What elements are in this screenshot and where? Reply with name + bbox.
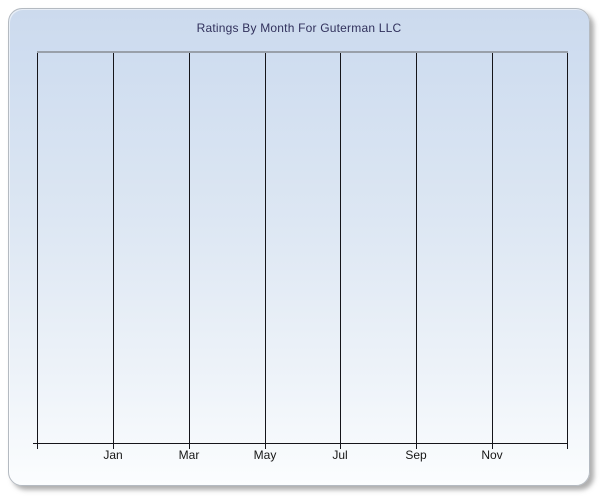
vertical-gridline <box>416 53 417 444</box>
vertical-gridline <box>492 53 493 444</box>
x-axis-label: Nov <box>481 448 503 462</box>
x-axis-label: Jan <box>103 448 123 462</box>
x-axis-tick <box>189 444 190 449</box>
x-axis-label: May <box>253 448 277 462</box>
vertical-gridline <box>340 53 341 444</box>
vertical-gridline <box>189 53 190 444</box>
vertical-gridline <box>37 53 38 444</box>
vertical-gridline <box>265 53 266 444</box>
chart-title: Ratings By Month For Guterman LLC <box>196 21 402 35</box>
x-axis-tick <box>113 444 114 449</box>
x-axis-label: Mar <box>178 448 200 462</box>
x-axis-tick <box>265 444 266 449</box>
x-axis-tick <box>492 444 493 449</box>
x-axis-tick <box>340 444 341 449</box>
chart-panel: Ratings By Month For Guterman LLC Jan Mar… <box>8 8 590 486</box>
x-axis-label: Sep <box>405 448 427 462</box>
x-axis-tick <box>37 444 38 449</box>
vertical-gridline <box>567 53 568 444</box>
x-axis-label: Jul <box>332 448 348 462</box>
x-axis-line <box>33 443 568 444</box>
plot-area: Jan Mar May Jul Sep Nov <box>33 51 568 462</box>
vertical-gridline <box>113 53 114 444</box>
x-axis-tick <box>416 444 417 449</box>
x-axis-tick <box>567 444 568 449</box>
